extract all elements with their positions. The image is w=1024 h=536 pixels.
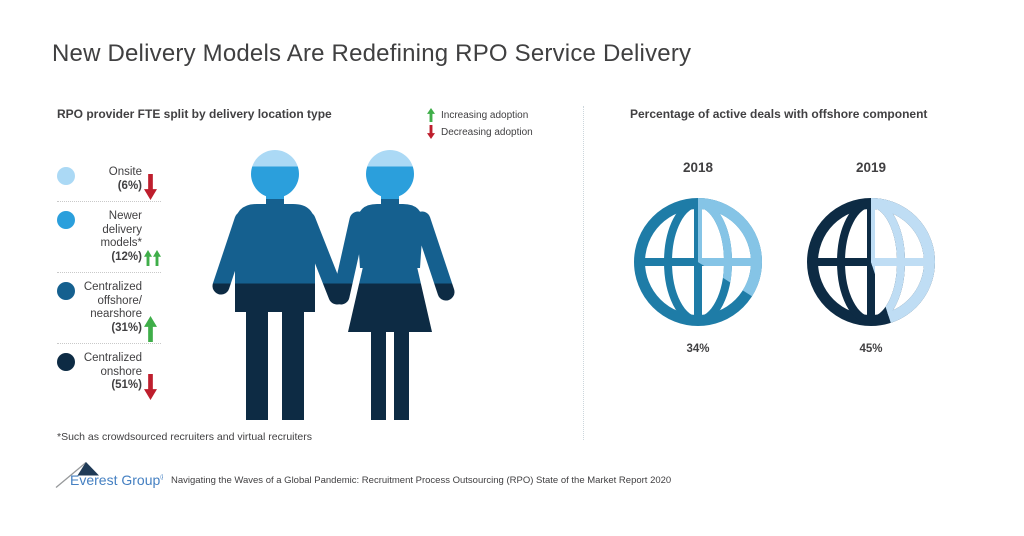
woman-head bbox=[366, 150, 414, 198]
trend-up-icon bbox=[144, 316, 157, 342]
fte-legend-item: Centralized onshore (51%) bbox=[57, 352, 161, 400]
legend-dot bbox=[57, 353, 75, 371]
trend-down-icon bbox=[144, 373, 157, 400]
everest-group-logo: Everest Group® bbox=[55, 462, 163, 488]
woman-skirt bbox=[348, 258, 432, 332]
legend-dot bbox=[57, 211, 75, 229]
trend-down-icon bbox=[144, 174, 157, 200]
year-label: 2019 bbox=[855, 160, 887, 175]
legend-trend-arrows bbox=[144, 316, 161, 342]
globe-icon bbox=[634, 198, 762, 326]
man-head bbox=[251, 150, 299, 198]
woman-left-arm bbox=[413, 211, 455, 301]
globe-highlight-wedge bbox=[698, 198, 762, 321]
legend-separator bbox=[57, 343, 161, 344]
adoption-label: Increasing adoption bbox=[441, 109, 529, 121]
adoption-up-row: Increasing adoption bbox=[427, 108, 533, 122]
fte-legend-item: Centralized offshore/nearshore (31%) bbox=[57, 281, 161, 342]
woman-left-leg bbox=[371, 328, 386, 420]
adoption-label: Decreasing adoption bbox=[441, 126, 533, 138]
man-right-leg bbox=[282, 308, 304, 420]
legend-dot bbox=[57, 282, 75, 300]
legend-label: Onsite (6%) bbox=[75, 166, 142, 193]
globe-highlight-wedge bbox=[871, 198, 935, 326]
man-torso bbox=[235, 204, 315, 312]
woman-torso bbox=[357, 204, 423, 268]
pct-label: 34% bbox=[686, 343, 710, 355]
legend-dot bbox=[57, 167, 75, 185]
woman-neck bbox=[381, 192, 399, 206]
panel-divider bbox=[583, 106, 584, 440]
adoption-legend: Increasing adoption Decreasing adoption bbox=[427, 108, 533, 139]
legend-pct: (12%) bbox=[111, 250, 142, 263]
woman-figure bbox=[332, 150, 455, 420]
logo-ridge-line bbox=[55, 462, 87, 488]
year-label: 2018 bbox=[682, 160, 714, 175]
fte-split-legend: Onsite (6%) Newer delivery models* (12%) Centr… bbox=[57, 166, 161, 400]
globe-icon bbox=[807, 198, 935, 326]
page-title: New Delivery Models Are Redefining RPO S… bbox=[52, 40, 692, 67]
legend-pct: (6%) bbox=[117, 179, 142, 192]
woman-right-leg bbox=[394, 328, 409, 420]
man-figure bbox=[212, 150, 346, 420]
globe-2018-block: 2018 34% bbox=[628, 160, 768, 355]
globe-icon-2018 bbox=[628, 197, 768, 327]
left-panel-heading: RPO provider FTE split by delivery locat… bbox=[57, 107, 332, 121]
legend-label: Centralized onshore (51%) bbox=[75, 352, 142, 393]
man-neck bbox=[266, 192, 284, 206]
right-panel-heading: Percentage of active deals with offshore… bbox=[630, 107, 928, 121]
legend-trend-arrows bbox=[144, 174, 161, 200]
legend-pct: (31%) bbox=[111, 321, 142, 334]
trend-up-icon bbox=[427, 108, 435, 122]
trend-up-icon bbox=[153, 250, 161, 266]
fte-legend-item: Newer delivery models* (12%) bbox=[57, 210, 161, 266]
logo-wordmark: Everest Group® bbox=[70, 472, 163, 488]
legend-label: Newer delivery models* (12%) bbox=[75, 210, 142, 264]
source-citation: Navigating the Waves of a Global Pandemi… bbox=[171, 475, 672, 486]
legend-pct: (51%) bbox=[111, 379, 142, 391]
legend-separator bbox=[57, 201, 161, 202]
legend-separator bbox=[57, 272, 161, 273]
globe-2019-block: 2019 45% bbox=[801, 160, 941, 355]
people-pictogram bbox=[212, 150, 455, 420]
trend-up-icon bbox=[144, 250, 152, 266]
woman-right-arm bbox=[332, 211, 367, 305]
pct-label: 45% bbox=[859, 343, 883, 355]
adoption-down-row: Decreasing adoption bbox=[427, 125, 533, 139]
fte-legend-item: Onsite (6%) bbox=[57, 166, 161, 200]
footnote: *Such as crowdsourced recruiters and vir… bbox=[57, 431, 313, 443]
man-right-arm bbox=[298, 211, 346, 305]
man-left-arm bbox=[212, 211, 252, 295]
legend-label: Centralized offshore/nearshore (31%) bbox=[75, 281, 142, 335]
mountain-icon bbox=[77, 462, 99, 476]
trend-down-icon bbox=[427, 125, 435, 139]
man-left-leg bbox=[246, 308, 268, 420]
legend-trend-arrows bbox=[144, 373, 161, 400]
footer: Everest Group® Navigating the Waves of a… bbox=[55, 460, 671, 490]
globe-icon-2019 bbox=[801, 197, 941, 327]
legend-trend-arrows bbox=[144, 245, 161, 271]
